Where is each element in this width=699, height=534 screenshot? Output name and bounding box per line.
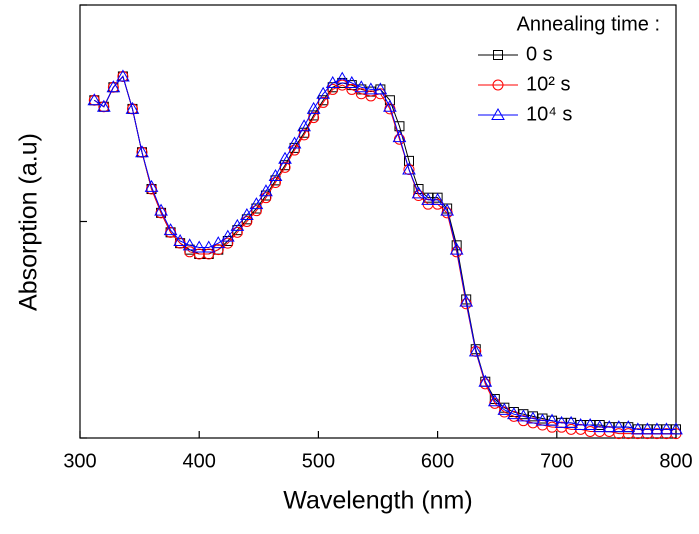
marker (135, 145, 149, 158)
marker (630, 422, 645, 435)
series-line (94, 75, 676, 435)
marker (402, 162, 416, 175)
marker (259, 184, 273, 197)
marker (487, 394, 502, 407)
marker (144, 179, 159, 192)
marker (611, 420, 626, 433)
marker (363, 82, 378, 95)
marker (583, 418, 598, 431)
plot-frame (79, 4, 677, 439)
marker (269, 177, 281, 189)
marker (640, 422, 655, 435)
y-axis-title: Absorption (a.u) (15, 133, 43, 311)
marker (287, 136, 302, 149)
marker (373, 82, 388, 95)
marker (116, 69, 130, 82)
marker (411, 186, 426, 199)
marker (154, 203, 168, 216)
marker (573, 418, 588, 431)
marker (602, 420, 617, 433)
marker (384, 95, 395, 106)
marker (383, 99, 397, 112)
marker (125, 101, 140, 114)
x-tick-label: 400 (183, 450, 216, 472)
marker (325, 75, 340, 88)
marker (297, 119, 311, 132)
x-axis-title: Wavelength (nm) (283, 487, 472, 515)
marker (535, 413, 550, 426)
marker (173, 233, 187, 246)
marker (564, 415, 578, 428)
marker (592, 420, 607, 433)
legend-label: 0 s (526, 43, 553, 65)
marker (554, 415, 569, 428)
marker (478, 374, 493, 387)
marker (106, 80, 121, 93)
marker (459, 294, 474, 307)
marker (659, 422, 674, 435)
marker (278, 151, 292, 164)
legend-title: Annealing time : (517, 13, 660, 35)
legend-label: 10² s (526, 73, 570, 95)
marker (335, 71, 350, 84)
marker (250, 205, 262, 217)
marker (327, 83, 339, 95)
marker (468, 344, 483, 357)
marker (507, 407, 521, 420)
marker (497, 402, 512, 415)
marker (403, 155, 414, 166)
marker (430, 192, 445, 205)
x-tick-label: 800 (659, 450, 692, 472)
marker (545, 413, 559, 426)
marker (516, 409, 531, 422)
series-line (94, 75, 676, 430)
marker (203, 248, 215, 260)
marker (241, 216, 253, 227)
marker (316, 86, 331, 99)
x-tick-label: 500 (302, 450, 335, 472)
marker (182, 238, 197, 251)
marker (249, 197, 264, 210)
marker (192, 240, 207, 253)
marker (289, 144, 301, 156)
x-tick-label: 300 (63, 450, 96, 472)
series-line (94, 75, 676, 430)
marker (449, 242, 464, 255)
legend-label: 10⁴ s (526, 103, 572, 125)
marker (211, 236, 226, 249)
marker (354, 80, 369, 93)
marker (268, 169, 283, 182)
marker (491, 107, 505, 120)
marker (220, 229, 235, 242)
marker (392, 130, 407, 143)
marker (493, 50, 503, 60)
marker (222, 237, 234, 249)
marker (650, 422, 664, 435)
marker (621, 420, 636, 433)
marker (230, 218, 245, 231)
marker (421, 192, 435, 205)
marker (344, 75, 359, 88)
marker (87, 93, 102, 106)
marker (201, 240, 216, 253)
marker (163, 223, 178, 236)
marker (669, 422, 683, 435)
x-tick-label: 700 (540, 450, 573, 472)
marker (526, 411, 540, 424)
marker (231, 226, 243, 238)
marker (240, 207, 254, 221)
marker (492, 79, 504, 91)
marker (306, 101, 321, 114)
x-tick-label: 600 (421, 450, 454, 472)
marker (96, 99, 111, 112)
marker (440, 203, 454, 216)
